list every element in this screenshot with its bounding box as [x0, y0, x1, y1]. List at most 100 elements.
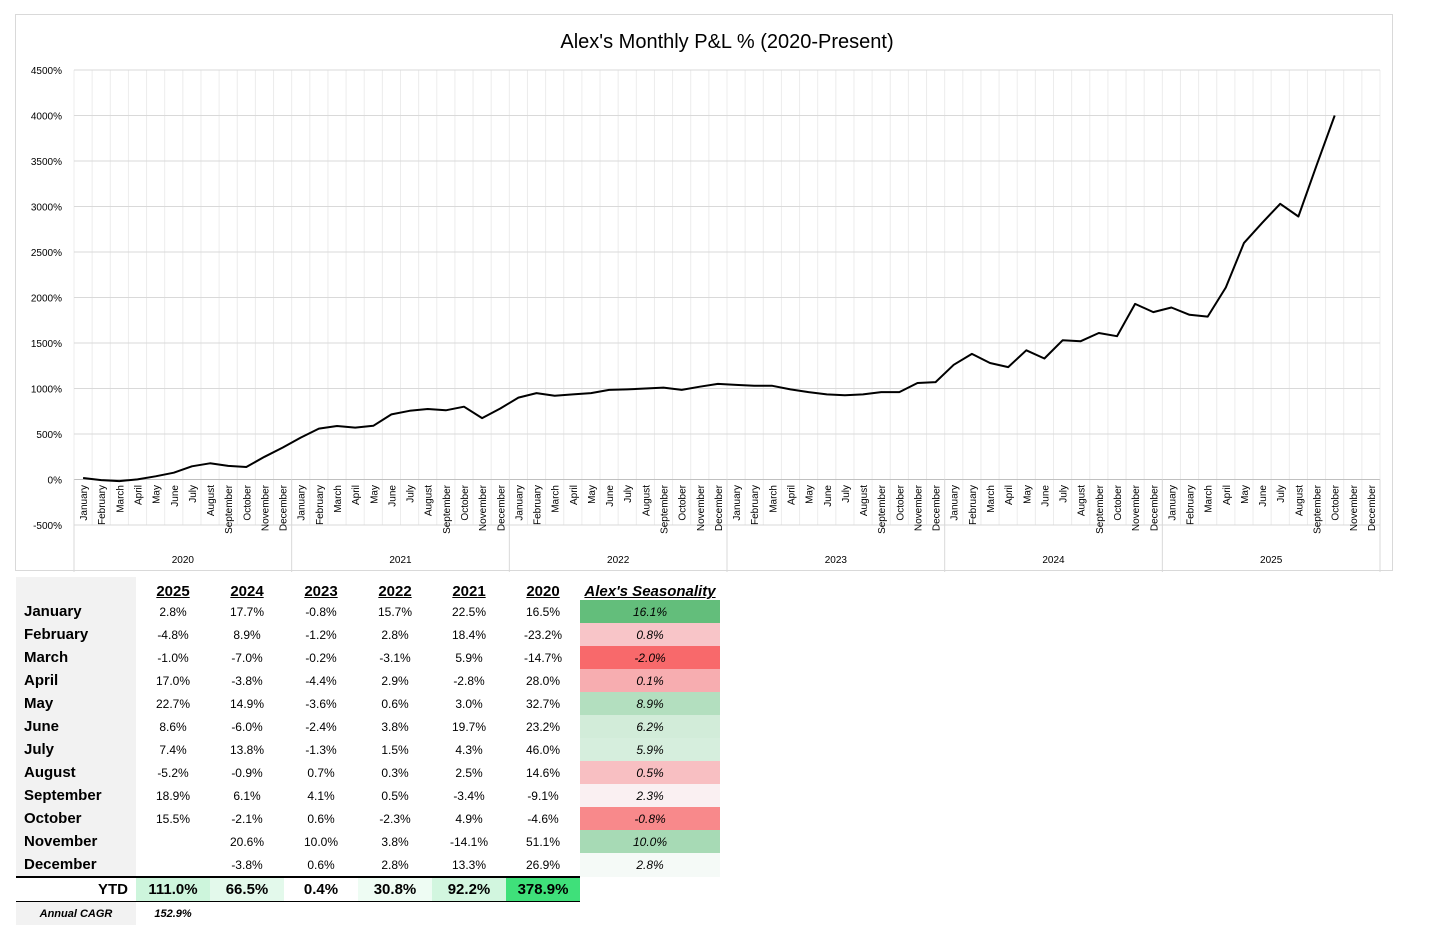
monthly-return-cell	[136, 830, 210, 853]
month-label: July	[16, 738, 136, 761]
monthly-return-cell: 51.1%	[525, 834, 561, 849]
month-tick-label: September	[442, 484, 453, 534]
monthly-return-cell: 26.9%	[525, 857, 561, 872]
monthly-return-cell: 3.8%	[381, 719, 409, 734]
month-tick-label: August	[424, 485, 435, 516]
month-tick-label: August	[1077, 485, 1088, 516]
monthly-return-cell: -2.4%	[305, 719, 337, 734]
month-tick-label: October	[895, 484, 906, 520]
month-tick-label: November	[1349, 484, 1360, 531]
y-tick-label: 4500%	[31, 66, 62, 77]
month-tick-label: October	[1331, 484, 1342, 520]
ytd-row: YTD 111.0% 66.5% 0.4% 30.8% 92.2% 378.9%	[16, 876, 720, 902]
monthly-return-cell: 22.7%	[155, 696, 191, 711]
month-tick-label: April	[133, 485, 144, 505]
month-label: January	[16, 600, 136, 623]
month-tick-label: November	[478, 484, 489, 531]
monthly-return-cell: 4.1%	[307, 788, 335, 803]
month-tick-label: April	[569, 485, 580, 505]
monthly-return-cell: 0.6%	[381, 696, 409, 711]
month-tick-label: April	[1222, 485, 1233, 505]
month-tick-label: September	[1095, 484, 1106, 534]
monthly-return-cell: -3.6%	[305, 696, 337, 711]
month-tick-label: November	[260, 484, 271, 531]
month-tick-label: July	[1059, 485, 1070, 503]
monthly-return-cell: -3.1%	[379, 650, 411, 665]
month-tick-label: June	[1040, 485, 1051, 507]
month-tick-label: October	[460, 484, 471, 520]
chart-title: Alex's Monthly P&L % (2020-Present)	[560, 31, 893, 53]
y-tick-label: 0%	[48, 476, 63, 487]
month-tick-label: April	[351, 485, 362, 505]
monthly-return-cell: 2.8%	[381, 857, 409, 872]
monthly-return-cell: 4.3%	[455, 742, 483, 757]
monthly-return-cell	[136, 853, 210, 877]
cagr-label: Annual CAGR	[16, 901, 136, 925]
monthly-return-cell: 3.8%	[381, 834, 409, 849]
monthly-return-cell: 4.9%	[455, 811, 483, 826]
month-tick-label: May	[1022, 485, 1033, 504]
monthly-return-cell: 15.7%	[377, 604, 413, 619]
chart-panel: Alex's Monthly P&L % (2020-Present) 4500%…	[15, 14, 1393, 572]
table-row: January 2.8% 17.7% -0.8% 15.7% 22.5% 16.5% 16.1…	[16, 600, 720, 623]
year-tick-label: 2024	[1042, 555, 1065, 566]
table-row: August -5.2% -0.9% 0.7% 0.3% 2.5% 14.6% 0.5%	[16, 761, 720, 784]
monthly-return-cell: -23.2%	[523, 627, 563, 642]
month-tick-label: January	[79, 485, 90, 521]
table-row: September 18.9% 6.1% 4.1% 0.5% -3.4% -9.1% 2.3%	[16, 784, 720, 807]
month-tick-label: December	[1149, 484, 1160, 531]
month-tick-label: June	[605, 485, 616, 507]
table-row: July 7.4% 13.8% -1.3% 1.5% 4.3% 46.0% 5.9%	[16, 738, 720, 761]
monthly-return-cell: -2.8%	[453, 673, 485, 688]
month-label: November	[16, 830, 136, 853]
year-header: 2022	[378, 583, 412, 600]
seasonality-header: Alex's Seasonality	[584, 583, 716, 600]
monthly-return-cell: 13.8%	[229, 742, 265, 757]
y-tick-label: -500%	[33, 521, 62, 532]
ytd-value: 66.5%	[210, 876, 284, 902]
monthly-return-cell: 1.5%	[381, 742, 409, 757]
monthly-return-cell: 0.5%	[381, 788, 409, 803]
month-tick-label: June	[170, 485, 181, 507]
ytd-empty	[580, 877, 720, 902]
monthly-return-cell: 6.1%	[233, 788, 261, 803]
month-tick-label: July	[841, 485, 852, 503]
seasonality-cell: 2.3%	[580, 784, 720, 807]
monthly-return-cell: -2.1%	[231, 811, 263, 826]
month-tick-label: November	[1131, 484, 1142, 531]
monthly-return-cell: -7.0%	[231, 650, 263, 665]
y-tick-label: 3000%	[31, 203, 62, 214]
month-tick-label: December	[714, 484, 725, 531]
monthly-return-cell: 2.5%	[455, 765, 483, 780]
month-tick-label: May	[587, 485, 598, 504]
year-header: 2025	[156, 583, 190, 600]
year-tick-label: 2022	[607, 555, 630, 566]
monthly-return-cell: 18.9%	[155, 788, 191, 803]
month-label: June	[16, 715, 136, 738]
monthly-return-cell: 5.9%	[455, 650, 483, 665]
monthly-return-cell: -3.4%	[453, 788, 485, 803]
pnl-series-line	[82, 115, 1336, 483]
performance-table: 2025 2024 2023 2022 2021 2020 Alex's Sea…	[16, 577, 720, 925]
monthly-return-cell: 0.6%	[307, 857, 335, 872]
table-row: May 22.7% 14.9% -3.6% 0.6% 3.0% 32.7% 8.9%	[16, 692, 720, 715]
month-tick-label: July	[1276, 485, 1287, 503]
month-tick-label: February	[315, 485, 326, 525]
month-tick-label: March	[986, 485, 997, 513]
month-tick-label: July	[188, 485, 199, 503]
seasonality-cell: 0.5%	[580, 761, 720, 784]
month-tick-label: March	[333, 485, 344, 513]
seasonality-cell: -2.0%	[580, 646, 720, 669]
monthly-return-cell: -0.9%	[231, 765, 263, 780]
monthly-return-cell: 23.2%	[525, 719, 561, 734]
year-tick-label: 2021	[389, 555, 412, 566]
month-tick-label: March	[768, 485, 779, 513]
y-tick-label: 2500%	[31, 248, 62, 259]
month-tick-label: September	[877, 484, 888, 534]
month-label: February	[16, 623, 136, 646]
monthly-return-cell: -0.2%	[305, 650, 337, 665]
month-tick-label: May	[369, 485, 380, 504]
table-row: June 8.6% -6.0% -2.4% 3.8% 19.7% 23.2% 6.2%	[16, 715, 720, 738]
line-chart: Alex's Monthly P&L % (2020-Present) 4500%…	[31, 31, 1381, 572]
seasonality-cell: 10.0%	[580, 830, 720, 853]
